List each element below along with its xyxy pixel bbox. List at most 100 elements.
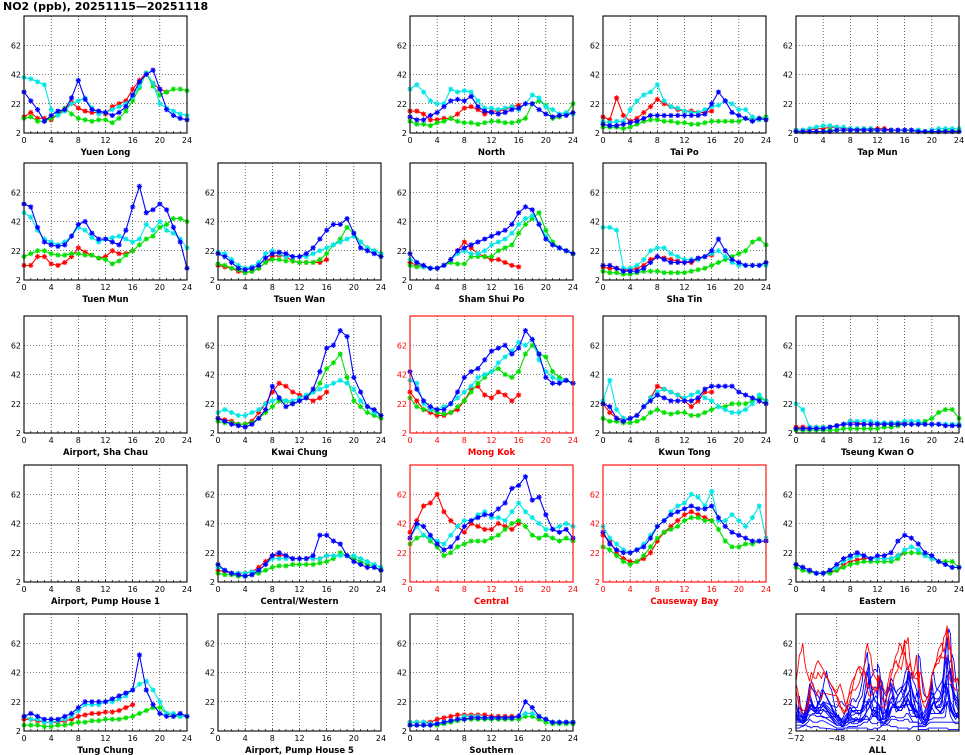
x-tick-label: 0	[793, 436, 798, 445]
data-point	[283, 398, 289, 404]
x-tick-label: 12	[294, 436, 304, 445]
y-tick-label: 2	[402, 129, 407, 138]
x-tick-label: 8	[462, 585, 467, 594]
data-point	[256, 409, 262, 416]
data-point	[351, 556, 357, 562]
data-point	[68, 251, 75, 257]
x-tick-label: 16	[514, 585, 524, 594]
x-tick-label: 4	[821, 585, 826, 594]
data-point	[290, 389, 296, 395]
data-point	[290, 401, 296, 407]
data-point	[123, 236, 129, 242]
data-point	[634, 121, 640, 127]
data-point	[310, 259, 316, 266]
data-point	[482, 712, 488, 718]
data-point	[647, 104, 654, 110]
data-point	[681, 500, 688, 506]
data-point	[150, 80, 156, 86]
data-point	[420, 532, 427, 538]
plot-frame	[217, 315, 382, 434]
data-point	[116, 233, 122, 239]
x-tick-label: 0	[600, 436, 605, 445]
x-tick-label: 8	[270, 283, 275, 292]
data-point	[654, 407, 660, 413]
data-point	[324, 383, 330, 389]
data-point	[647, 268, 654, 274]
data-point	[116, 693, 122, 699]
y-tick-label: 2	[210, 429, 215, 438]
data-point	[414, 117, 420, 123]
data-point	[48, 112, 54, 119]
data-point	[627, 561, 633, 568]
data-point	[722, 523, 728, 530]
x-tick-label: 24	[568, 436, 578, 445]
y-tick-label: 22	[205, 549, 215, 558]
data-point	[729, 512, 735, 518]
data-point	[847, 561, 853, 568]
data-point	[736, 251, 742, 257]
data-point	[509, 715, 515, 721]
data-point	[102, 256, 109, 263]
data-point	[509, 509, 515, 515]
station-trace	[795, 628, 960, 726]
data-point	[522, 699, 529, 705]
x-tick-label: 0	[793, 585, 798, 594]
data-point	[344, 380, 350, 386]
y-tick-label: 42	[397, 669, 407, 678]
data-point	[668, 526, 674, 532]
y-tick-label: 2	[16, 276, 21, 285]
station-name: Airport, Pump House 5	[245, 746, 354, 755]
data-point	[522, 713, 529, 719]
data-point	[475, 366, 481, 372]
data-point	[337, 236, 343, 242]
data-point	[647, 532, 654, 538]
data-point	[482, 371, 488, 378]
data-point	[516, 517, 522, 524]
data-point	[256, 564, 262, 570]
data-point	[290, 398, 296, 404]
y-tick-label: 42	[11, 669, 21, 678]
x-tick-label: 24	[568, 734, 578, 743]
x-tick-label: 16	[322, 585, 332, 594]
data-point	[164, 89, 170, 95]
data-point	[242, 573, 248, 579]
data-point	[109, 716, 115, 722]
data-point	[62, 239, 68, 245]
data-point	[441, 407, 447, 413]
data-point	[749, 239, 756, 245]
data-point	[82, 719, 88, 725]
data-point	[82, 227, 88, 233]
data-point	[675, 509, 681, 515]
data-point	[317, 395, 323, 401]
data-point	[468, 517, 474, 524]
data-point	[675, 112, 681, 119]
data-point	[715, 404, 722, 410]
station-name: Central/Western	[260, 597, 338, 607]
data-point	[861, 558, 867, 565]
data-point	[620, 556, 626, 562]
data-point	[468, 104, 474, 110]
data-point	[908, 127, 915, 133]
data-point	[475, 383, 481, 389]
data-point	[276, 553, 282, 559]
data-point	[668, 104, 674, 110]
data-point	[256, 415, 262, 421]
y-tick-label: 22	[783, 400, 793, 409]
x-tick-label: 16	[322, 283, 332, 292]
station-name: Tai Po	[670, 148, 699, 158]
data-point	[516, 339, 522, 345]
data-point	[736, 118, 742, 124]
data-point	[929, 553, 935, 559]
x-tick-label: 8	[655, 436, 660, 445]
y-tick-label: 42	[205, 669, 215, 678]
data-point	[290, 258, 296, 264]
data-point	[550, 114, 556, 120]
y-tick-label: 62	[397, 490, 407, 499]
data-point	[28, 716, 34, 722]
data-point	[427, 123, 433, 129]
data-point	[468, 242, 474, 248]
data-point	[834, 127, 840, 133]
data-point	[536, 98, 542, 104]
